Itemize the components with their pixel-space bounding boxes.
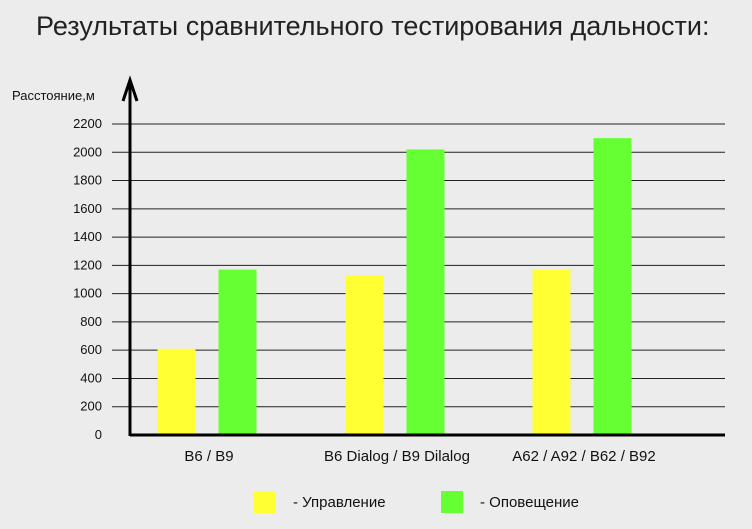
y-tick-label: 1400 [73, 229, 102, 244]
legend: - Управление - Оповещение [254, 491, 579, 513]
y-tick-label: 2200 [73, 116, 102, 131]
bar [532, 269, 571, 435]
legend-swatch [441, 491, 463, 513]
y-tick-label: 1200 [73, 257, 102, 272]
chart-title: Результаты сравнительного тестирования д… [36, 11, 709, 41]
y-tick-label: 200 [80, 399, 102, 414]
x-category-label: A62 / A92 / B62 / B92 [512, 448, 655, 465]
x-category-label: B6 Dialog / B9 Dilalog [324, 448, 470, 465]
y-tick-label: 400 [80, 370, 102, 385]
legend-swatch [254, 491, 276, 513]
y-tick-labels: 0 200 400 600 800 1000 1200 1400 1600 1800 2000 220… [73, 116, 102, 442]
y-tick-label: 600 [80, 342, 102, 357]
bar [593, 138, 632, 436]
y-tick-label: 1000 [73, 286, 102, 301]
y-tick-label: 1600 [73, 201, 102, 216]
legend-label: - Управление [293, 494, 386, 511]
legend-label: - Оповещение [480, 494, 579, 511]
y-tick-label: 0 [95, 427, 102, 442]
bar [218, 269, 257, 435]
bar [345, 275, 384, 435]
y-axis-label: Расстояние,м [12, 88, 95, 103]
y-tick-label: 800 [80, 314, 102, 329]
bar [406, 149, 445, 436]
x-category-label: B6 / B9 [184, 448, 233, 465]
y-tick-label: 2000 [73, 144, 102, 159]
y-tick-label: 1800 [73, 173, 102, 188]
bars [157, 138, 632, 436]
axes [121, 75, 725, 437]
bar [157, 348, 196, 435]
y-axis-arrow-icon [121, 75, 139, 102]
x-category-labels: B6 / B9 B6 Dialog / B9 Dilalog A62 / A92 /… [184, 448, 655, 465]
